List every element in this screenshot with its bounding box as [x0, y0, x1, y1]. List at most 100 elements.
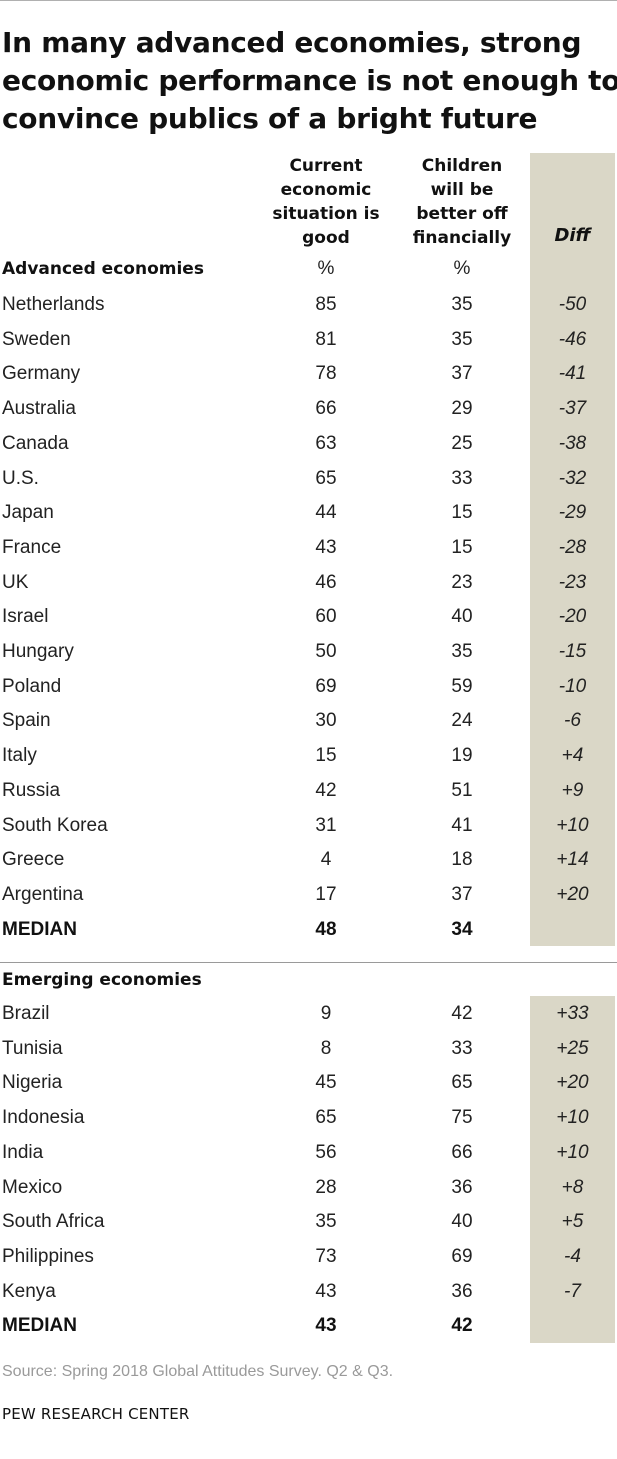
- country-name: Netherlands: [2, 294, 105, 315]
- median-label: MEDIAN: [2, 919, 77, 940]
- country-name: Spain: [2, 710, 51, 731]
- unit-label-current: %: [317, 258, 335, 279]
- credit-line: PEW RESEARCH CENTER: [2, 1405, 190, 1423]
- value-children-better-off: 25: [451, 433, 473, 454]
- value-current-good: 8: [320, 1038, 332, 1059]
- value-children-better-off: 59: [451, 676, 473, 697]
- table-row: Poland 69 59 -10: [0, 670, 617, 704]
- value-diff: -50: [558, 294, 587, 315]
- top-rule: [0, 0, 617, 1]
- column-header-line: economic: [280, 180, 372, 200]
- title-line: economic performance is not enough to: [2, 64, 617, 97]
- table-row: South Korea 31 41 +10: [0, 809, 617, 843]
- country-name: Italy: [2, 745, 37, 766]
- unit-label-children: %: [453, 258, 471, 279]
- table-row: Hungary 50 35 -15: [0, 635, 617, 669]
- column-header-current: Current economic situation is good: [256, 154, 396, 250]
- value-current-good: 17: [315, 884, 337, 905]
- value-diff: +10: [556, 815, 589, 836]
- table-row: Kenya 43 36 -7: [0, 1275, 617, 1309]
- value-current-good: 56: [315, 1142, 337, 1163]
- title-line: In many advanced economies, strong: [2, 26, 582, 59]
- section-divider: [0, 962, 617, 963]
- value-diff: +10: [556, 1142, 589, 1163]
- table-row: Australia 66 29 -37: [0, 392, 617, 426]
- value-current-good: 73: [315, 1246, 337, 1267]
- value-current-good: 4: [320, 849, 332, 870]
- table-row: Italy 15 19 +4: [0, 739, 617, 773]
- value-current-good: 81: [315, 329, 337, 350]
- value-children-better-off: 40: [451, 1211, 473, 1232]
- country-name: Hungary: [2, 641, 74, 662]
- source-note: Source: Spring 2018 Global Attitudes Sur…: [2, 1363, 394, 1380]
- section-label-emerging: Emerging economies: [2, 970, 202, 990]
- value-children-better-off: 69: [451, 1246, 473, 1267]
- value-current-good: 85: [315, 294, 337, 315]
- table-row: Greece 4 18 +14: [0, 843, 617, 877]
- column-header-line: financially: [412, 228, 512, 248]
- value-diff: +14: [556, 849, 589, 870]
- value-current-good: 69: [315, 676, 337, 697]
- value-diff: -28: [558, 537, 587, 558]
- value-children-better-off: 66: [451, 1142, 473, 1163]
- value-children-better-off: 36: [451, 1281, 473, 1302]
- country-name: South Korea: [2, 815, 108, 836]
- title-line: convince publics of a bright future: [2, 102, 538, 135]
- value-current-good: 9: [320, 1003, 332, 1024]
- country-name: Canada: [2, 433, 69, 454]
- value-children-better-off: 34: [451, 919, 473, 940]
- value-diff: +20: [556, 1072, 589, 1093]
- table-row: Brazil 9 42 +33: [0, 997, 617, 1031]
- value-current-good: 66: [315, 398, 337, 419]
- column-header-line: good: [302, 228, 350, 248]
- country-name: Brazil: [2, 1003, 50, 1024]
- value-diff: +9: [561, 780, 584, 801]
- value-current-good: 60: [315, 606, 337, 627]
- value-children-better-off: 37: [451, 363, 473, 384]
- value-diff: +5: [561, 1211, 584, 1232]
- value-current-good: 35: [315, 1211, 337, 1232]
- country-name: Mexico: [2, 1177, 63, 1198]
- country-name: Nigeria: [2, 1072, 63, 1093]
- value-diff: +4: [561, 745, 584, 766]
- country-name: Poland: [2, 676, 62, 697]
- country-name: Japan: [2, 502, 54, 523]
- table-row: Nigeria 45 65 +20: [0, 1066, 617, 1100]
- country-name: South Africa: [2, 1211, 105, 1232]
- value-children-better-off: 23: [451, 572, 473, 593]
- table-row: Mexico 28 36 +8: [0, 1171, 617, 1205]
- value-children-better-off: 42: [451, 1003, 473, 1024]
- country-name: Philippines: [2, 1246, 94, 1267]
- value-diff: -4: [564, 1246, 581, 1267]
- value-current-good: 50: [315, 641, 337, 662]
- value-diff: +8: [561, 1177, 584, 1198]
- value-current-good: 78: [315, 363, 337, 384]
- column-header-line: Current: [289, 156, 363, 176]
- column-header-line: situation is: [272, 204, 380, 224]
- value-current-good: 63: [315, 433, 337, 454]
- value-diff: -32: [558, 468, 587, 489]
- value-children-better-off: 37: [451, 884, 473, 905]
- value-diff: -20: [558, 606, 587, 627]
- table-row: Argentina 17 37 +20: [0, 878, 617, 912]
- table-row: U.S. 65 33 -32: [0, 462, 617, 496]
- value-current-good: 42: [315, 780, 337, 801]
- column-header-line: will be: [430, 180, 494, 200]
- value-children-better-off: 29: [451, 398, 473, 419]
- value-children-better-off: 19: [451, 745, 473, 766]
- value-children-better-off: 42: [451, 1315, 473, 1336]
- table-row: Tunisia 8 33 +25: [0, 1032, 617, 1066]
- value-diff: +20: [556, 884, 589, 905]
- value-children-better-off: 51: [451, 780, 473, 801]
- value-current-good: 30: [315, 710, 337, 731]
- value-current-good: 65: [315, 1107, 337, 1128]
- value-diff: -41: [558, 363, 587, 384]
- value-current-good: 28: [315, 1177, 337, 1198]
- value-children-better-off: 36: [451, 1177, 473, 1198]
- value-diff: +25: [556, 1038, 589, 1059]
- chart-title: In many advanced economies, strong econo…: [2, 24, 617, 138]
- value-children-better-off: 75: [451, 1107, 473, 1128]
- country-name: Sweden: [2, 329, 71, 350]
- table-row: Israel 60 40 -20: [0, 600, 617, 634]
